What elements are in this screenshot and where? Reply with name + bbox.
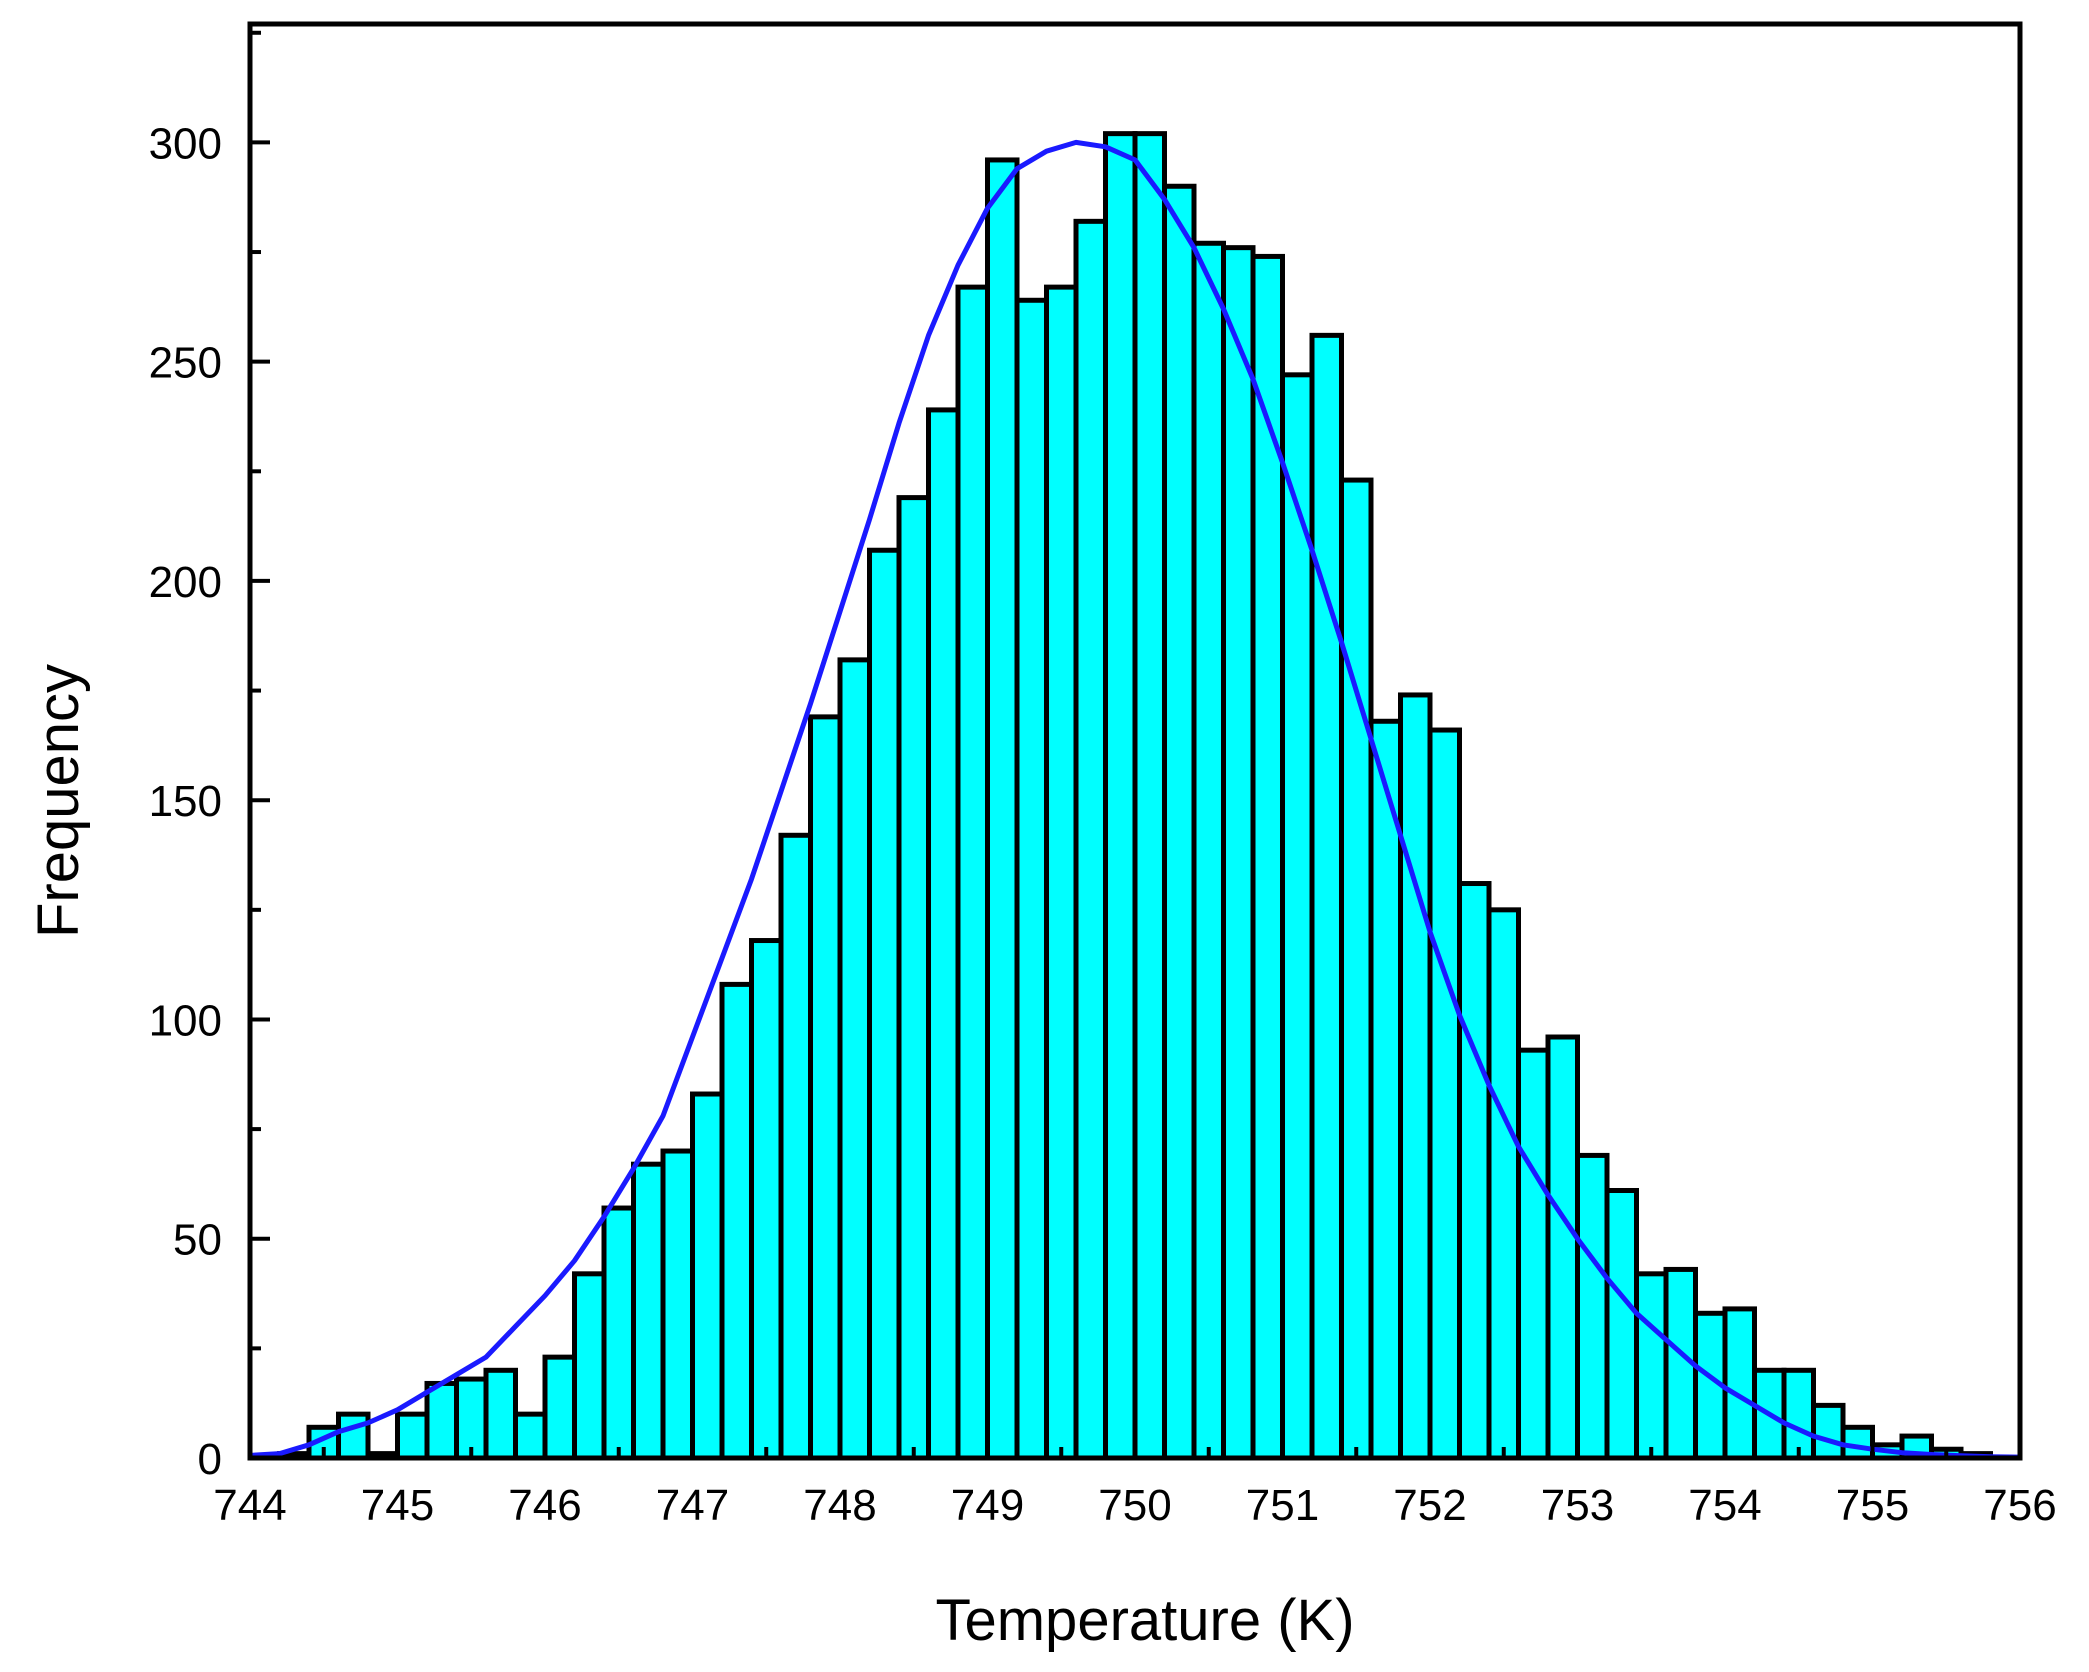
histogram-bar xyxy=(985,157,1020,1461)
histogram-bar xyxy=(1722,1306,1757,1461)
y-tick-label: 150 xyxy=(149,777,222,826)
y-tick-label: 50 xyxy=(173,1216,222,1265)
histogram-bar xyxy=(542,1354,577,1461)
x-tick-label: 750 xyxy=(1098,1481,1171,1530)
histogram-bar xyxy=(1811,1402,1846,1461)
histogram-bar xyxy=(1073,218,1108,1461)
normal-fit-curve xyxy=(249,139,2021,1460)
histogram-bar xyxy=(896,495,931,1461)
histogram-bar xyxy=(719,981,754,1461)
histogram-bar xyxy=(660,1148,695,1461)
histogram-bar xyxy=(690,1091,725,1461)
histogram-bar xyxy=(749,938,784,1461)
histogram-bar xyxy=(572,1271,607,1461)
histogram-bar xyxy=(513,1411,548,1461)
x-tick-label: 751 xyxy=(1246,1481,1319,1530)
histogram-bar xyxy=(837,657,872,1461)
histogram-bar xyxy=(1044,284,1079,1461)
x-tick-label: 756 xyxy=(1983,1481,2056,1530)
histogram-bar xyxy=(631,1161,666,1461)
x-tick-label: 748 xyxy=(803,1481,876,1530)
histogram-bar xyxy=(1781,1367,1816,1461)
histogram-bar xyxy=(926,407,961,1461)
histogram-bar xyxy=(454,1376,489,1461)
x-tick-label: 747 xyxy=(656,1481,729,1530)
x-tick-label: 749 xyxy=(951,1481,1024,1530)
histogram-bar xyxy=(1250,253,1285,1461)
ticks-layer xyxy=(248,30,2022,1460)
histogram-bar xyxy=(1368,718,1403,1461)
histogram-bar xyxy=(1103,131,1138,1461)
x-tick-label: 752 xyxy=(1393,1481,1466,1530)
y-tick-label: 300 xyxy=(149,119,222,168)
histogram-bar xyxy=(1516,1047,1551,1461)
histogram-bar xyxy=(1457,881,1492,1461)
histogram-bar xyxy=(1221,245,1256,1461)
histogram-bar xyxy=(1486,907,1521,1461)
y-tick-label: 0 xyxy=(198,1435,222,1484)
histogram-bar xyxy=(1398,692,1433,1461)
bars-layer xyxy=(277,131,1993,1461)
histogram-bar xyxy=(1014,297,1049,1461)
y-tick-label: 100 xyxy=(149,996,222,1045)
histogram-bar xyxy=(1575,1152,1610,1461)
histogram-bar xyxy=(1545,1034,1580,1461)
histogram-bar xyxy=(1840,1424,1875,1461)
y-tick-label: 250 xyxy=(149,339,222,388)
x-tick-label: 744 xyxy=(213,1481,286,1530)
histogram-bar xyxy=(808,714,843,1461)
y-tick-label: 200 xyxy=(149,558,222,607)
histogram-bar xyxy=(778,832,813,1461)
x-tick-label: 755 xyxy=(1836,1481,1909,1530)
histogram-bar xyxy=(395,1411,430,1461)
histogram-bar xyxy=(424,1380,459,1461)
histogram-bar xyxy=(336,1411,371,1461)
histogram-bar xyxy=(1309,332,1344,1461)
x-tick-label: 754 xyxy=(1688,1481,1761,1530)
histogram-bar xyxy=(955,284,990,1461)
histogram-bar xyxy=(1604,1187,1639,1461)
histogram-bar xyxy=(1162,183,1197,1461)
x-axis-title: Temperature (K) xyxy=(935,1588,1354,1653)
x-tick-label: 746 xyxy=(508,1481,581,1530)
histogram-bar xyxy=(1339,477,1374,1461)
tick-labels-layer: 744 745 746 747 748 749 750 751 752 753 754 755 756 0… xyxy=(149,119,2057,1530)
histogram-bar xyxy=(1191,240,1226,1461)
histogram-bar xyxy=(1634,1271,1669,1461)
y-axis-title: Frequency xyxy=(26,664,91,938)
histogram-bar xyxy=(867,547,902,1461)
x-tick-label: 745 xyxy=(361,1481,434,1530)
x-tick-label: 753 xyxy=(1541,1481,1614,1530)
histogram-bar xyxy=(601,1205,636,1461)
histogram-bar xyxy=(1427,727,1462,1461)
histogram-bar xyxy=(483,1367,518,1461)
histogram-bar xyxy=(1132,131,1167,1461)
